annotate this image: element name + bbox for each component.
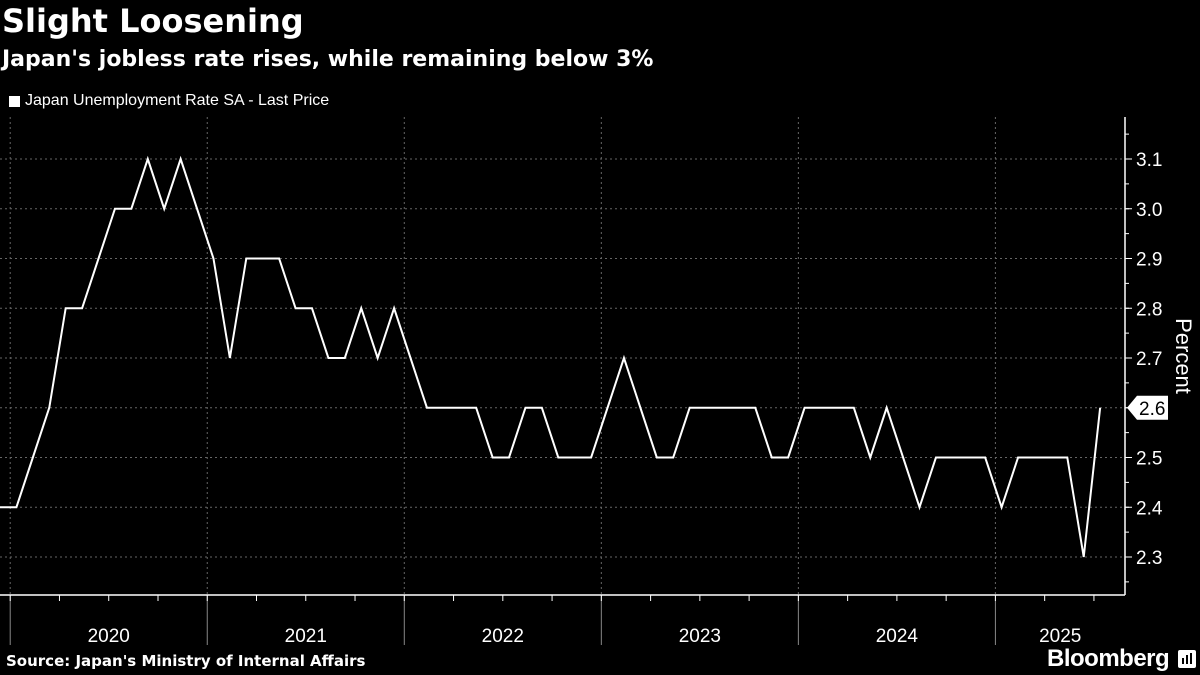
y-tick-label: 2.8 <box>1136 299 1162 320</box>
x-year-label: 2023 <box>679 626 721 647</box>
y-tick-label: 2.7 <box>1136 349 1162 370</box>
series-line <box>0 155 1102 558</box>
x-year-label: 2021 <box>285 626 327 647</box>
x-year-label: 2020 <box>88 626 130 647</box>
last-value-badge <box>1127 395 1168 420</box>
legend-swatch <box>9 95 20 107</box>
y-tick-label: 3.0 <box>1136 200 1162 221</box>
y-tick-label: 2.5 <box>1136 449 1162 470</box>
x-year-label: 2022 <box>482 626 524 647</box>
y-tick-label: 2.9 <box>1136 250 1162 271</box>
legend-label: Japan Unemployment Rate SA - Last Price <box>25 92 330 109</box>
last-value-label: 2.6 <box>1139 399 1165 420</box>
y-tick-label: 2.3 <box>1136 548 1162 569</box>
x-year-label: 2025 <box>1039 626 1081 647</box>
y-tick-label: 2.4 <box>1136 498 1163 519</box>
chart-title: Slight Loosening <box>2 2 304 40</box>
last-value-callout: 2.6 <box>1127 395 1168 420</box>
terminal-badge-icon <box>1178 650 1196 668</box>
source-note: Source: Japan's Ministry of Internal Aff… <box>6 652 366 670</box>
y-tick-label: 3.1 <box>1136 150 1162 171</box>
legend: Japan Unemployment Rate SA - Last Price <box>9 92 329 110</box>
y-axis-title: Percent <box>1171 318 1196 394</box>
x-year-label: 2024 <box>876 626 919 647</box>
chart-subtitle: Japan's jobless rate rises, while remain… <box>2 47 654 72</box>
bloomberg-logo: Bloomberg <box>1047 645 1170 672</box>
